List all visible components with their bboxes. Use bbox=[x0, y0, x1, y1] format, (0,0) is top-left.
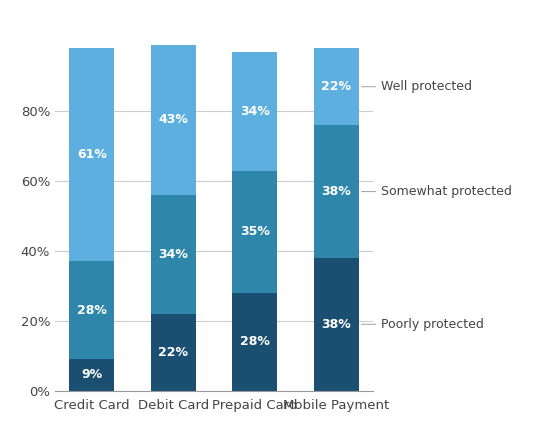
Text: 34%: 34% bbox=[240, 105, 270, 118]
Bar bbox=[314, 258, 359, 391]
Text: 28%: 28% bbox=[240, 335, 270, 348]
Text: Poorly protected: Poorly protected bbox=[362, 318, 484, 331]
Text: 22%: 22% bbox=[158, 346, 188, 359]
Bar bbox=[69, 359, 114, 391]
Text: 34%: 34% bbox=[159, 248, 188, 261]
Text: 61%: 61% bbox=[77, 148, 107, 161]
Bar bbox=[232, 52, 277, 170]
Text: 28%: 28% bbox=[77, 304, 107, 317]
Bar bbox=[69, 48, 114, 262]
Bar bbox=[69, 262, 114, 359]
Bar bbox=[232, 293, 277, 391]
Bar bbox=[314, 125, 359, 258]
Text: 38%: 38% bbox=[322, 185, 351, 198]
Text: Somewhat protected: Somewhat protected bbox=[362, 185, 512, 198]
Bar bbox=[314, 48, 359, 125]
Text: 43%: 43% bbox=[159, 113, 188, 127]
Text: 22%: 22% bbox=[321, 80, 351, 93]
Bar bbox=[151, 195, 196, 314]
Text: 38%: 38% bbox=[322, 318, 351, 331]
Bar bbox=[232, 170, 277, 293]
Bar bbox=[151, 45, 196, 195]
Text: 9%: 9% bbox=[81, 369, 102, 381]
Bar bbox=[151, 314, 196, 391]
Text: 35%: 35% bbox=[240, 225, 270, 238]
Text: Well protected: Well protected bbox=[362, 80, 472, 93]
